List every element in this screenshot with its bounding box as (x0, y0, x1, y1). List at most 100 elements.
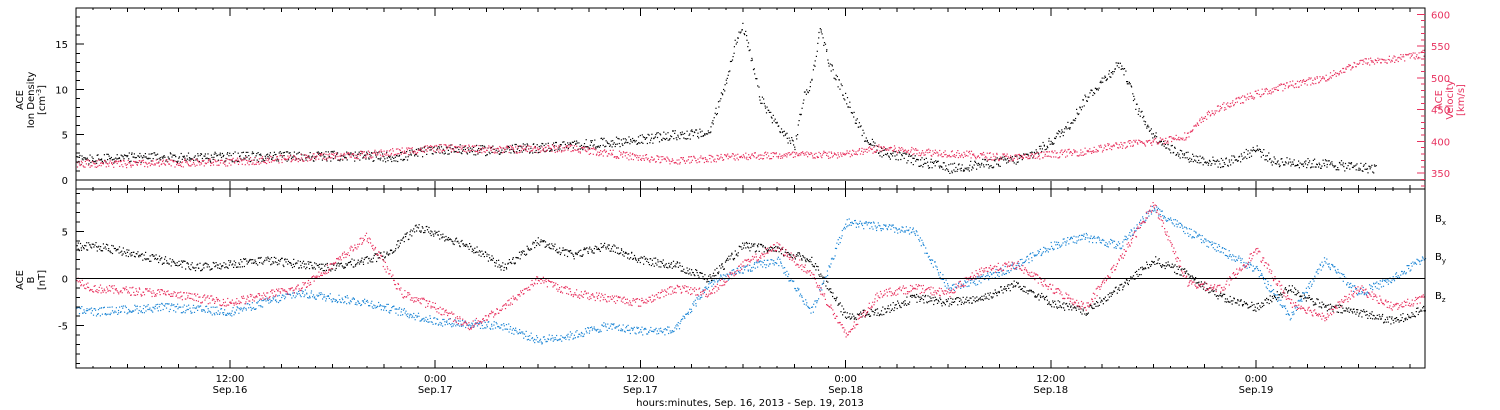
bx-point (1273, 294, 1275, 296)
ion-density-point (684, 132, 686, 135)
ion-density-point (1251, 150, 1253, 152)
velocity-point (1304, 83, 1306, 85)
ion-density-point (390, 158, 392, 160)
velocity-point (1082, 151, 1084, 153)
bx-point (155, 254, 157, 256)
velocity-point (331, 157, 333, 159)
ion-density-point (81, 158, 83, 160)
bx-point (1042, 295, 1044, 297)
velocity-point (602, 155, 604, 157)
velocity-point (1056, 152, 1058, 154)
ion-density-point (155, 154, 157, 156)
bx-point (95, 242, 97, 244)
ion-density-point (1307, 158, 1309, 160)
bx-point (689, 272, 691, 274)
ion-density-point (510, 152, 512, 154)
bx-point (914, 296, 916, 298)
bx-point (231, 264, 233, 266)
ion-density-point (360, 153, 362, 155)
velocity-point (537, 149, 539, 151)
velocity-point (398, 153, 400, 155)
velocity-point (424, 145, 426, 147)
bx-point (366, 256, 368, 258)
ion-density-point (586, 146, 588, 148)
bx-point (123, 251, 126, 253)
bx-point (1287, 292, 1289, 294)
ion-density-point (1309, 160, 1311, 162)
ion-density-point (1305, 160, 1307, 162)
velocity-point (193, 163, 195, 165)
ion-density-point (346, 159, 348, 161)
bx-point (692, 271, 694, 274)
bx-point (874, 309, 876, 311)
bx-point (196, 264, 198, 266)
ion-density-point (1339, 162, 1341, 164)
velocity-point (189, 165, 191, 167)
bx-point (1063, 302, 1065, 304)
velocity-point (864, 150, 866, 152)
bx-point (127, 255, 129, 258)
bx-point (1307, 297, 1309, 299)
velocity-point (890, 146, 892, 148)
ion-density-point (789, 140, 791, 142)
bx-point (203, 267, 205, 269)
velocity-point (1005, 155, 1008, 157)
velocity-point (341, 155, 343, 157)
velocity-point (84, 166, 86, 168)
velocity-point (964, 155, 966, 157)
bx-point (1213, 290, 1215, 292)
ion-density-point (851, 112, 853, 114)
ion-density-point (736, 41, 738, 43)
velocity-point (410, 148, 412, 150)
ion-density-point (860, 125, 862, 127)
velocity-point (661, 159, 663, 161)
ion-density-point (1178, 153, 1180, 155)
bx-point (1027, 293, 1029, 295)
ion-density-point (1333, 165, 1335, 167)
bx-point (1035, 296, 1037, 298)
bx-point (1080, 311, 1082, 313)
velocity-point (468, 145, 470, 147)
bx-point (1061, 307, 1063, 309)
bx-point (871, 310, 873, 312)
velocity-point (886, 149, 888, 151)
bx-point (121, 254, 123, 256)
ion-density-point (650, 139, 652, 141)
bx-point (176, 262, 178, 264)
bx-point (544, 246, 546, 248)
bx-point (1154, 263, 1156, 265)
velocity-point (662, 156, 664, 158)
bx-point (1014, 286, 1016, 288)
bx-point (107, 250, 109, 252)
bx-point (1130, 276, 1132, 278)
bx-point (1284, 287, 1287, 289)
ion-density-point (702, 135, 704, 137)
ion-density-point (1342, 164, 1344, 166)
ion-density-point (374, 151, 376, 153)
bx-point (1077, 306, 1079, 308)
velocity-point (333, 152, 335, 155)
velocity-point (80, 160, 82, 162)
ion-density-point (90, 161, 92, 164)
bx-point (764, 247, 766, 249)
ion-density-point (869, 143, 872, 145)
velocity-point (483, 151, 485, 153)
velocity-point (588, 153, 590, 155)
velocity-point (589, 152, 592, 155)
velocity-point (695, 160, 697, 162)
velocity-point (139, 160, 141, 162)
ion-density-point (333, 150, 335, 152)
ion-density-point (782, 131, 784, 133)
velocity-point (343, 152, 345, 154)
ion-density-point (607, 142, 609, 144)
velocity-point (995, 156, 997, 158)
ion-density-point (1350, 163, 1352, 165)
bx-point (146, 258, 148, 260)
bx-point (1174, 271, 1176, 273)
bx-point (1265, 299, 1267, 301)
ion-density-point (538, 145, 540, 148)
velocity-point (1087, 151, 1089, 153)
velocity-point (284, 158, 286, 161)
bx-point (188, 266, 190, 268)
ion-density-point (1203, 158, 1205, 160)
